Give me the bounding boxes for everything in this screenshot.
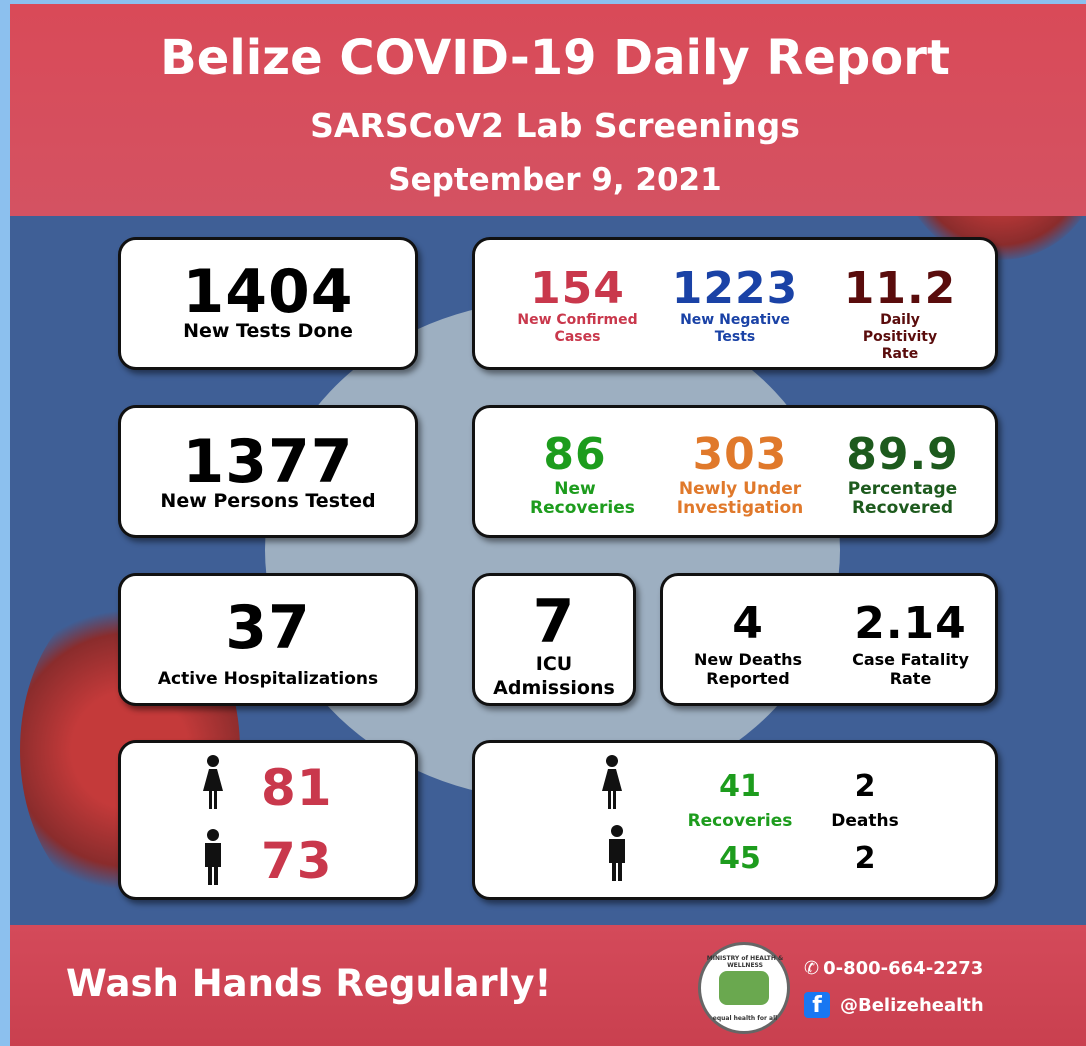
value: 154 [495,266,660,312]
label: New Negative Tests [660,312,810,346]
value: 2.14 [833,598,988,650]
label: Deaths [815,811,915,831]
facebook: f@Belizehealth [804,992,984,1018]
label: Recoveries [675,811,805,831]
label: Active Hospitalizations [121,670,415,689]
female-deaths: 2 [815,769,915,804]
female-cases: 81 [261,758,333,818]
value: 1404 [121,262,415,322]
value: 1223 [660,266,810,312]
female-icon [600,755,626,815]
subtitle: SARSCoV2 Lab Screenings [0,106,1086,145]
label: New Recoveries [500,480,650,518]
card: 81 73 [118,740,418,900]
label: New Persons Tested [121,492,415,511]
infographic: Belize COVID-19 Daily Report SARSCoV2 La… [0,0,1086,1046]
value: 1377 [121,432,415,492]
label: ICU Admissions [475,652,633,700]
male-deaths: 2 [815,841,915,876]
logo-text: equal health for all [705,1015,785,1022]
male-icon [201,829,227,889]
female-recoveries: 41 [675,769,805,804]
female-icon [201,755,227,815]
value: 303 [655,430,825,480]
label: Newly Under Investigation [655,480,825,518]
card: 41 Recoveries 45 2 Deaths 2 [472,740,998,900]
phone-number: 0-800-664-2273 [823,958,983,979]
slogan: Wash Hands Regularly! [66,962,551,1005]
label: Percentage Recovered [825,480,980,518]
phone: ✆0-800-664-2273 [804,958,983,979]
label: Daily Positivity Rate [820,312,980,363]
label: New Confirmed Cases [495,312,660,346]
value: 7 [475,592,633,652]
facebook-handle: @Belizehealth [840,995,984,1016]
logo-text: MINISTRY of HEALTH & WELLNESS [705,955,785,969]
value: 89.9 [825,430,980,480]
value: 11.2 [820,266,980,312]
date: September 9, 2021 [0,162,1086,198]
value: 4 [673,598,823,650]
logo-art [719,971,769,1005]
male-recoveries: 45 [675,841,805,876]
label: New Tests Done [121,322,415,341]
seal [265,300,840,800]
card: 37 Active Hospitalizations [118,573,418,706]
ministry-logo: MINISTRY of HEALTH & WELLNESS equal heal… [698,942,790,1034]
label: New Deaths Reported [673,650,823,688]
value: 37 [121,598,415,658]
title: Belize COVID-19 Daily Report [0,30,1086,86]
male-icon [605,825,631,885]
male-cases: 73 [261,831,333,891]
value: 86 [500,430,650,480]
label: Case Fatality Rate [833,650,988,688]
